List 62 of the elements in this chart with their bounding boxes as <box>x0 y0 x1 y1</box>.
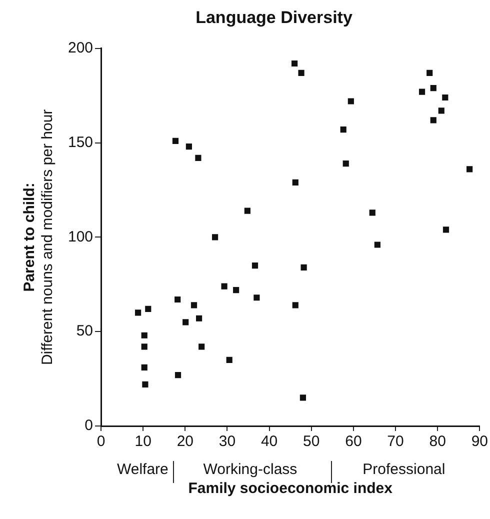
point <box>196 315 202 322</box>
x-tick-label: 20 <box>176 433 194 450</box>
y-tick-label: 150 <box>68 134 94 151</box>
point <box>174 372 182 378</box>
point <box>292 60 298 67</box>
point <box>142 381 148 388</box>
point <box>292 302 298 308</box>
y-tick-label: 50 <box>76 322 94 340</box>
point <box>374 242 380 248</box>
point <box>348 98 354 104</box>
point <box>442 226 450 233</box>
point <box>426 70 433 76</box>
text: Professional <box>362 461 446 478</box>
y-tick-label: 200 <box>68 40 94 57</box>
point <box>340 126 346 133</box>
y-tick-label: 0 <box>84 417 94 434</box>
point <box>141 364 148 371</box>
point <box>233 287 240 294</box>
point <box>174 296 181 303</box>
point <box>254 294 260 301</box>
point <box>300 264 307 270</box>
point <box>141 344 148 350</box>
chart-title: Language Diversity <box>196 8 353 27</box>
point <box>430 85 436 92</box>
point <box>182 319 189 326</box>
point <box>342 160 349 167</box>
point <box>466 166 473 172</box>
point <box>186 144 192 150</box>
point <box>244 208 250 214</box>
point <box>172 138 179 144</box>
text: Working-class <box>203 461 298 478</box>
point <box>195 154 202 161</box>
point <box>300 394 306 401</box>
x-tick-label: 50 <box>303 433 320 450</box>
point <box>418 88 426 95</box>
y-tick-label: 100 <box>68 228 94 246</box>
point <box>141 332 148 338</box>
x-tick-label: 10 <box>134 433 152 450</box>
point <box>438 108 444 114</box>
x-tick-label: 40 <box>260 433 278 450</box>
point <box>252 262 258 269</box>
point <box>442 94 448 101</box>
x-tick-label: 30 <box>218 433 236 450</box>
point <box>198 344 205 350</box>
y-axis-title: Parent to child: Different nouns and modifiers per hour <box>21 109 56 366</box>
point <box>369 210 376 216</box>
point <box>212 234 218 240</box>
point <box>221 283 228 290</box>
point <box>190 302 198 308</box>
x-tick-label: 0 <box>96 433 106 450</box>
point <box>298 70 304 76</box>
x-tick-label: 80 <box>429 433 446 450</box>
x-tick-label: 60 <box>345 433 362 450</box>
point <box>145 306 152 312</box>
point <box>430 117 436 124</box>
point <box>226 356 232 363</box>
x-tick-label: 90 <box>471 433 488 450</box>
text: Welfare <box>116 461 168 478</box>
x-axis-title: Family socioeconomic index <box>188 480 394 498</box>
x-tick-label: 70 <box>387 433 404 450</box>
point <box>292 179 298 186</box>
point <box>135 310 142 316</box>
